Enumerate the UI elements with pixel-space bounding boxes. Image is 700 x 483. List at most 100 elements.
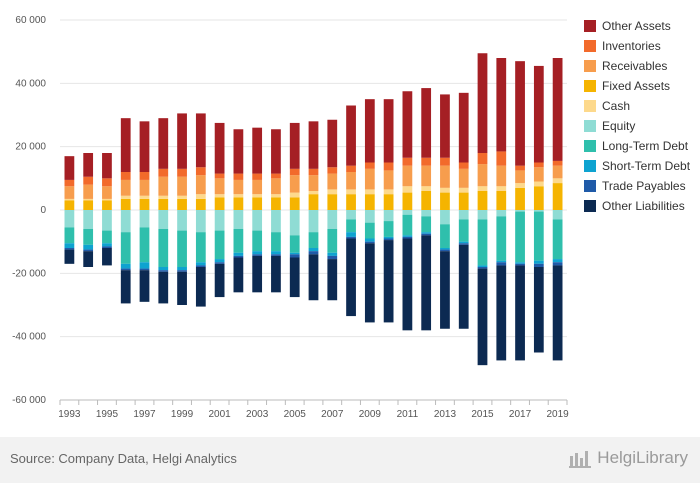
- x-tick-label: 1999: [171, 409, 194, 420]
- legend-item[interactable]: Inventories: [584, 39, 661, 53]
- bar-segment: [327, 194, 338, 210]
- bar-segment: [289, 197, 300, 210]
- legend-item[interactable]: Other Assets: [584, 19, 671, 33]
- bar-segment: [252, 251, 263, 255]
- legend-item[interactable]: Short-Term Debt: [584, 159, 691, 173]
- legend-item[interactable]: Other Liabilities: [584, 199, 685, 213]
- bar-segment: [515, 165, 525, 171]
- bar-segment: [195, 265, 206, 267]
- bar-segment: [533, 162, 544, 168]
- bar-segment: [177, 113, 187, 169]
- legend-item[interactable]: Equity: [584, 119, 635, 133]
- bar-segment: [364, 222, 375, 239]
- bar-segment: [327, 119, 338, 168]
- legend-item[interactable]: Long-Term Debt: [584, 139, 689, 153]
- legend-item[interactable]: Receivables: [584, 59, 667, 73]
- bar-segment: [271, 129, 281, 174]
- bar-segment: [402, 236, 413, 239]
- x-tick-label: 2019: [546, 409, 569, 420]
- bar-segment: [552, 160, 563, 166]
- bar-segment: [477, 219, 488, 266]
- bar-segment: [102, 246, 112, 248]
- bar-segment: [120, 268, 131, 271]
- source-text: Source: Company Data, Helgi Analytics: [10, 451, 237, 466]
- bar-segment: [383, 210, 394, 222]
- bar-segment: [102, 248, 112, 266]
- bar-segment: [308, 210, 319, 233]
- bar-segment: [477, 265, 488, 267]
- bar-segment: [177, 198, 187, 210]
- bar-segment: [496, 191, 507, 210]
- bar-segment: [327, 259, 338, 301]
- bar-segment: [364, 99, 375, 163]
- bar-segment: [102, 200, 112, 210]
- bar-segment: [383, 162, 394, 171]
- bar-segment: [252, 179, 263, 195]
- y-tick-label: 0: [40, 205, 46, 216]
- bar-segment: [83, 244, 94, 250]
- bar-segment: [158, 118, 169, 169]
- bar-segment: [477, 153, 488, 165]
- bar-segment: [421, 235, 432, 331]
- x-tick-label: 2001: [208, 409, 231, 420]
- bar-segment: [64, 227, 75, 244]
- bar-segment: [364, 162, 375, 169]
- bar-segment: [233, 210, 244, 229]
- bar-segment: [402, 157, 413, 166]
- bar-segment: [158, 271, 169, 304]
- x-tick-label: 1993: [58, 409, 81, 420]
- y-tick-label: 40 000: [15, 78, 46, 89]
- bar-segment: [458, 92, 469, 163]
- bar-segment: [158, 267, 169, 271]
- bar-segment: [83, 251, 94, 267]
- bar-segment: [346, 210, 356, 220]
- bar-segment: [64, 210, 75, 228]
- bar-segment: [289, 252, 300, 255]
- bar-segment: [458, 241, 469, 244]
- bar-segment: [252, 255, 263, 293]
- bar-segment: [158, 176, 169, 196]
- brand-logo[interactable]: HelgiLibrary: [569, 448, 688, 468]
- bar-segment: [139, 198, 150, 210]
- bar-segment: [421, 233, 432, 236]
- bar-segment: [440, 187, 450, 193]
- bar-segment: [308, 254, 319, 301]
- bar-segment: [346, 165, 356, 172]
- bar-segment: [83, 198, 94, 201]
- legend-swatch: [584, 160, 596, 172]
- bar-segment: [271, 210, 281, 233]
- bar-segment: [346, 172, 356, 190]
- x-tick-label: 2015: [471, 409, 494, 420]
- bar-segment: [402, 192, 413, 210]
- legend-item[interactable]: Cash: [584, 99, 630, 113]
- bar-segment: [327, 252, 338, 256]
- bar-segment: [346, 194, 356, 210]
- bar-segment: [214, 263, 225, 298]
- bar-segment: [533, 210, 544, 212]
- bar-segment: [139, 121, 150, 172]
- bar-segment: [440, 249, 450, 252]
- bar-segment: [83, 176, 94, 185]
- bar-segment: [158, 195, 169, 199]
- bar-segment: [515, 187, 525, 210]
- bar-segment: [477, 53, 488, 153]
- legend-item[interactable]: Trade Payables: [584, 179, 686, 193]
- bar-segment: [477, 164, 488, 187]
- bar-segment: [289, 175, 300, 193]
- bar-segment: [214, 178, 225, 195]
- bar-segment: [289, 235, 300, 253]
- bar-segment: [458, 192, 469, 210]
- bar-segment: [533, 186, 544, 210]
- bar-segment: [195, 198, 206, 210]
- bar-segment: [496, 265, 507, 361]
- bar-segment: [383, 170, 394, 190]
- bar-segment: [83, 229, 94, 245]
- bar-segment: [496, 58, 507, 152]
- bar-segment: [308, 121, 319, 169]
- bar-segment: [64, 243, 75, 248]
- bar-segment: [64, 249, 75, 264]
- bar-segment: [327, 173, 338, 190]
- bar-segment: [308, 168, 319, 176]
- legend-swatch: [584, 40, 596, 52]
- legend-item[interactable]: Fixed Assets: [584, 79, 670, 93]
